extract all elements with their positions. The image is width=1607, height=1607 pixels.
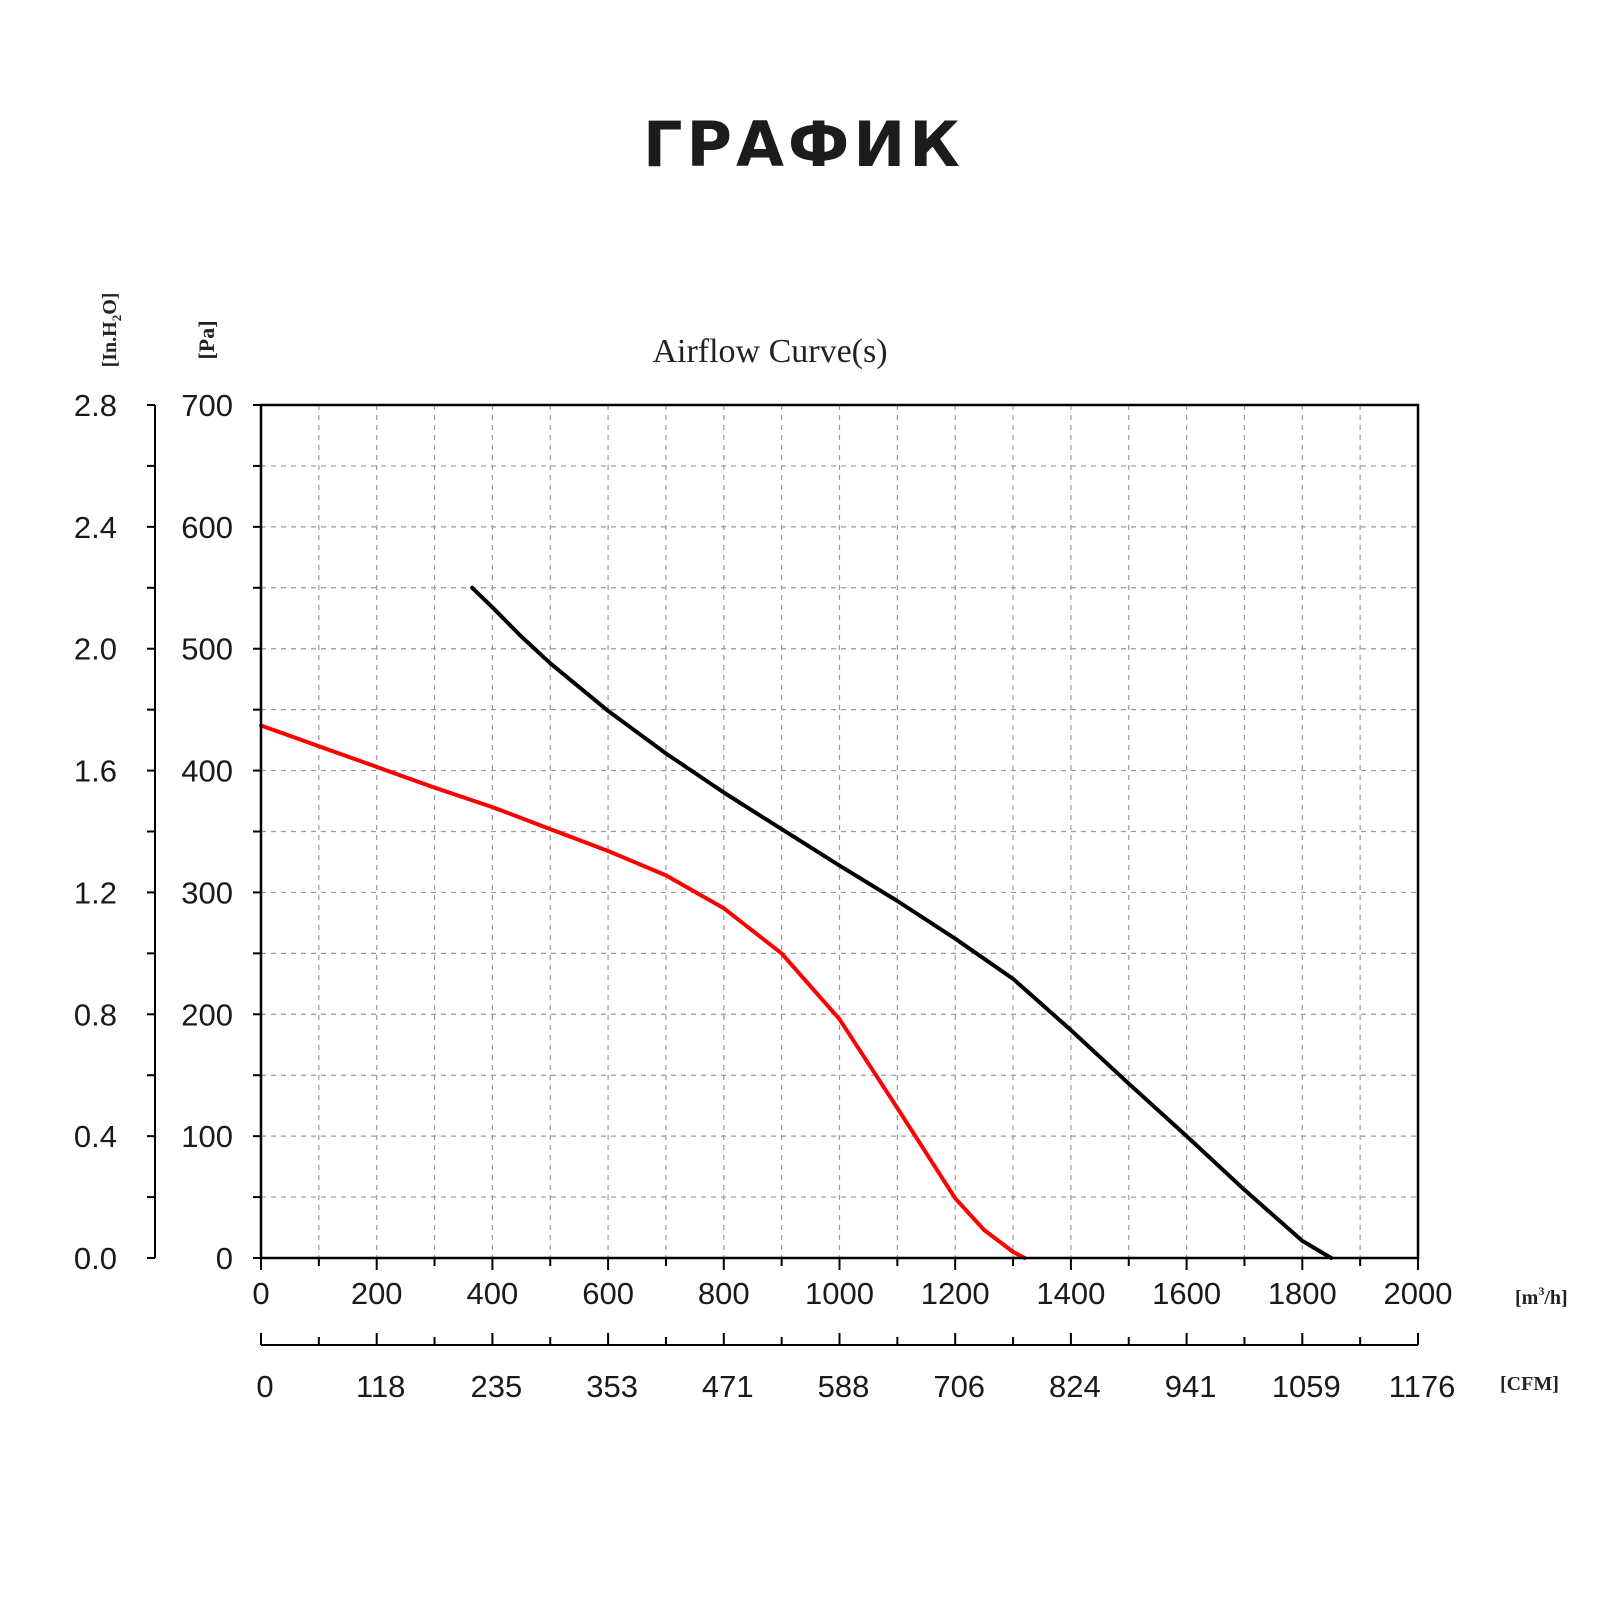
axes <box>147 403 1420 1346</box>
x-tick-label: 1000 <box>805 1276 874 1311</box>
y2-axis-unit-inh2o: [In.H2O] <box>99 293 124 368</box>
x-unit-base: [m <box>1515 1287 1539 1309</box>
cfm-tick-label: 0 <box>256 1369 273 1404</box>
x-tick-label: 1400 <box>1036 1276 1105 1311</box>
cfm-tick-label: 235 <box>471 1369 523 1404</box>
y2-unit-base: [In.H <box>99 321 121 368</box>
x-tick-label: 200 <box>351 1276 403 1311</box>
x-tick-label: 400 <box>467 1276 519 1311</box>
inh2o-tick-label: 0.4 <box>74 1119 117 1154</box>
pa-tick-label: 100 <box>181 1119 233 1154</box>
pa-tick-label: 500 <box>181 632 233 667</box>
x-tick-label: 600 <box>582 1276 634 1311</box>
cfm-tick-label: 1059 <box>1272 1369 1341 1404</box>
cfm-tick-label: 118 <box>356 1369 405 1404</box>
x-unit-sup: 3 <box>1538 1284 1544 1298</box>
cfm-tick-label: 353 <box>586 1369 638 1404</box>
inh2o-tick-label: 2.8 <box>74 388 117 423</box>
inh2o-tick-label: 1.2 <box>74 875 117 910</box>
cfm-tick-label: 824 <box>1049 1369 1101 1404</box>
x-axis-unit-m3h: [m3/h] <box>1515 1284 1568 1309</box>
pa-tick-label: 600 <box>181 510 233 545</box>
inh2o-tick-label: 0.8 <box>74 997 117 1032</box>
y-axis-unit-pa: [Pa] <box>194 320 219 359</box>
x2-axis-unit-cfm: [CFM] <box>1500 1373 1559 1395</box>
inh2o-tick-label: 1.6 <box>74 754 117 789</box>
black-airflow-curve <box>470 585 1334 1260</box>
cfm-tick-label: 941 <box>1165 1369 1217 1404</box>
pa-tick-label: 0 <box>216 1241 233 1276</box>
cfm-tick-label: 471 <box>702 1369 754 1404</box>
cfm-tick-label: 706 <box>933 1369 985 1404</box>
page-heading: ГРАФИК <box>643 108 964 181</box>
x-tick-label: 800 <box>698 1276 750 1311</box>
cfm-tick-label: 588 <box>818 1369 870 1404</box>
tick-labels: 0 100 200 300 400 500 600 700 0.0 0.4 0.8 1.2 1.6 2.0… <box>74 388 1455 1404</box>
x-tick-label: 1200 <box>921 1276 990 1311</box>
inh2o-tick-label: 2.0 <box>74 632 117 667</box>
grid-lines <box>261 405 1418 1258</box>
x-tick-label: 1800 <box>1268 1276 1337 1311</box>
inh2o-tick-label: 0.0 <box>74 1241 117 1276</box>
chart-title: Airflow Curve(s) <box>652 333 887 370</box>
x-tick-label: 2000 <box>1384 1276 1453 1311</box>
cfm-tick-label: 1176 <box>1389 1369 1456 1404</box>
pa-tick-label: 300 <box>181 875 233 910</box>
pa-tick-label: 700 <box>181 388 233 423</box>
pa-tick-label: 400 <box>181 754 233 789</box>
x-tick-label: 1600 <box>1152 1276 1221 1311</box>
y2-unit-rest: O] <box>99 293 121 315</box>
x-tick-label: 0 <box>252 1276 269 1311</box>
curves <box>259 585 1334 1260</box>
red-airflow-curve <box>259 723 1027 1260</box>
y2-unit-sub: 2 <box>109 315 124 322</box>
pa-tick-label: 200 <box>181 997 233 1032</box>
x-unit-rest: /h] <box>1543 1287 1567 1309</box>
inh2o-tick-label: 2.4 <box>74 510 117 545</box>
